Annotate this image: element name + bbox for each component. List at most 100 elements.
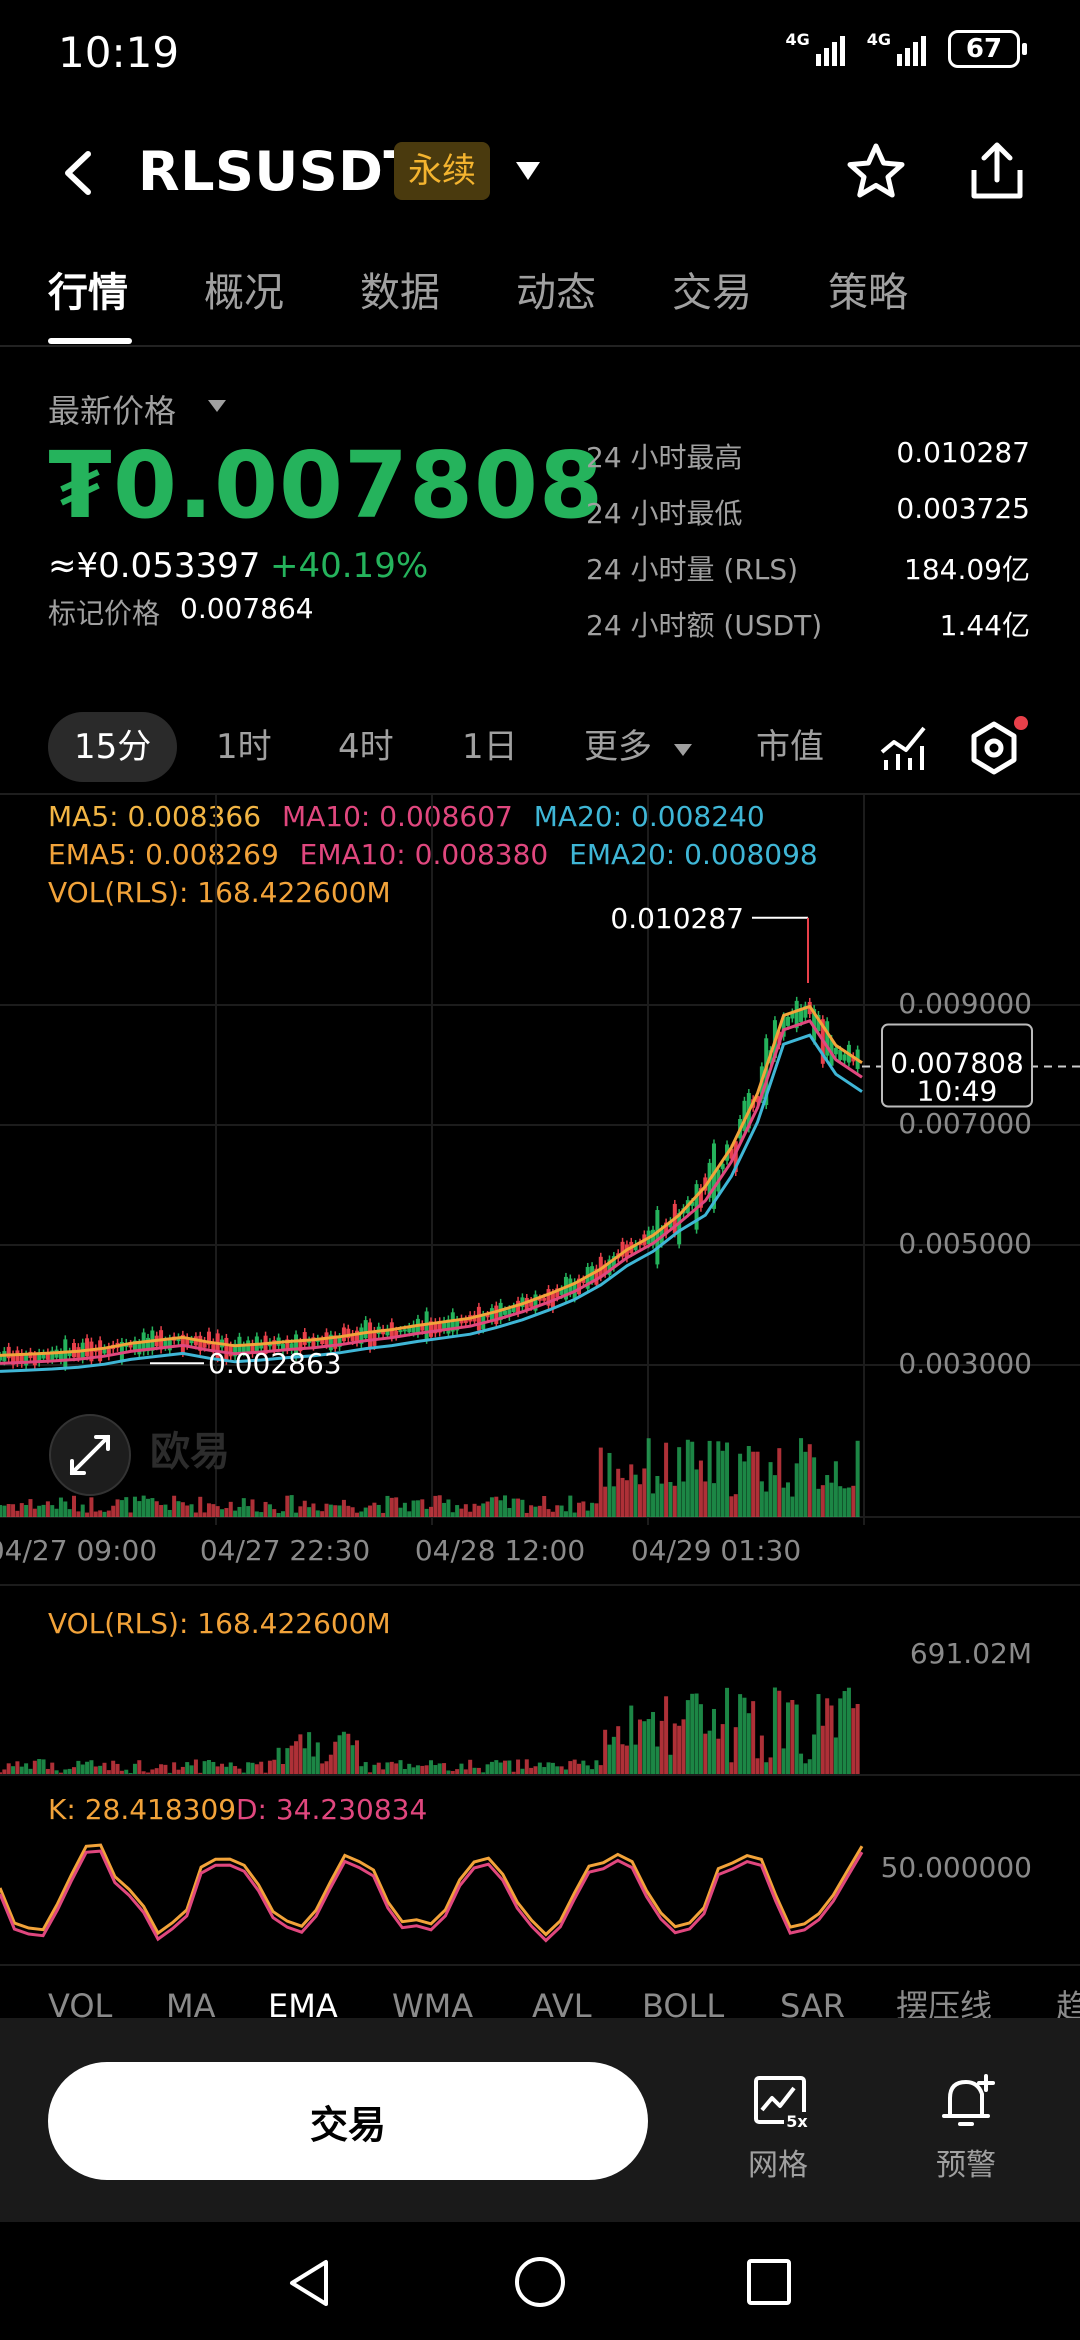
vol-panel-bar xyxy=(254,1764,259,1775)
vol-panel-bar xyxy=(298,1734,303,1775)
volume-bar xyxy=(276,1512,281,1517)
volume-bar xyxy=(829,1482,834,1517)
indicator-tab[interactable]: BOLL xyxy=(642,1987,724,2020)
trade-button[interactable]: 交易 xyxy=(48,2062,648,2180)
volume-bar xyxy=(494,1496,499,1517)
vol-panel-bar xyxy=(154,1768,159,1775)
back-arrow-icon[interactable] xyxy=(58,148,98,198)
nav-recent-icon[interactable] xyxy=(744,2256,794,2308)
candle-body xyxy=(442,1320,447,1330)
nav-back-icon[interactable] xyxy=(284,2256,334,2310)
volume-bar xyxy=(463,1504,468,1517)
chevron-down-icon[interactable] xyxy=(512,158,544,184)
candle-body xyxy=(799,1008,804,1023)
indicator-icon[interactable] xyxy=(878,722,930,774)
indicator-tab[interactable]: AVL xyxy=(532,1987,592,2020)
vol-panel-bar xyxy=(137,1760,142,1775)
grid-label[interactable]: 网格 xyxy=(748,2148,808,2183)
grid-bot-icon[interactable]: 5x xyxy=(752,2074,810,2130)
tab-strategy[interactable]: 策略 xyxy=(828,270,908,316)
vol-panel-bar xyxy=(594,1760,599,1775)
vol-panel-bar xyxy=(642,1721,647,1775)
candle-body xyxy=(67,1351,72,1357)
volume-bar xyxy=(294,1512,299,1517)
ema20-value: EMA20: 0.008098 xyxy=(569,838,818,871)
tab-overview[interactable]: 概况 xyxy=(204,270,284,316)
tab-market[interactable]: 行情 xyxy=(48,270,128,316)
vol-panel-bar xyxy=(759,1735,764,1775)
interval-more[interactable]: 更多 xyxy=(584,727,652,767)
candle-body xyxy=(0,1355,2,1361)
bell-plus-icon[interactable] xyxy=(938,2072,996,2130)
vol-panel-bar xyxy=(629,1705,634,1775)
candle-body xyxy=(128,1344,133,1348)
volume-bar xyxy=(106,1510,111,1517)
volume-bar xyxy=(372,1502,377,1517)
vol-panel-bar xyxy=(529,1767,534,1775)
interval-bar: 15分 1时 4时 1日 更多 市值 xyxy=(0,712,1080,782)
vol-panel-bar xyxy=(624,1745,629,1775)
ma20-value: MA20: 0.008240 xyxy=(533,800,765,833)
latest-price-label[interactable]: 最新价格 xyxy=(48,392,177,430)
candle-body xyxy=(198,1335,203,1351)
interval-1h[interactable]: 1时 xyxy=(216,727,272,767)
candle-body xyxy=(437,1321,442,1333)
settings-icon[interactable] xyxy=(968,720,1020,776)
vol-panel-bar xyxy=(751,1701,756,1775)
indicator-tab[interactable]: VOL xyxy=(48,1987,113,2020)
volume-bar xyxy=(45,1501,50,1517)
chevron-down-icon[interactable] xyxy=(206,398,228,414)
candle-body xyxy=(516,1300,521,1314)
tab-trade[interactable]: 交易 xyxy=(672,270,752,316)
vol-panel-bar xyxy=(250,1762,255,1775)
tab-news[interactable]: 动态 xyxy=(516,270,596,316)
candle-body xyxy=(320,1339,325,1345)
volume-bar xyxy=(677,1447,682,1517)
volume-bar xyxy=(738,1453,743,1517)
vol-panel-bar xyxy=(424,1765,429,1775)
vol-panel-bar xyxy=(842,1691,847,1775)
candle-body xyxy=(119,1341,124,1361)
vol-panel-bar xyxy=(6,1763,11,1775)
volume-bar xyxy=(6,1504,11,1517)
tab-data[interactable]: 数据 xyxy=(360,270,440,316)
candle-body xyxy=(41,1353,46,1359)
market-cap-toggle[interactable]: 市值 xyxy=(756,727,824,767)
nav-home-icon[interactable] xyxy=(512,2254,568,2310)
volume-bar xyxy=(651,1493,656,1517)
candle-body xyxy=(37,1352,42,1363)
candle-body xyxy=(19,1353,24,1364)
indicator-tab[interactable]: 趋 xyxy=(1056,1987,1080,2020)
star-icon[interactable] xyxy=(846,142,906,202)
volume-bar xyxy=(215,1506,220,1517)
candle-body xyxy=(433,1322,438,1334)
vol-panel-bar xyxy=(389,1761,394,1775)
volume-bar xyxy=(690,1441,695,1517)
indicator-tab[interactable]: SAR xyxy=(780,1987,845,2020)
interval-4h[interactable]: 4时 xyxy=(338,727,394,767)
volume-bar xyxy=(516,1498,521,1517)
indicator-tab[interactable]: WMA xyxy=(392,1987,473,2020)
volume-bar xyxy=(85,1512,90,1517)
share-icon[interactable] xyxy=(966,140,1028,202)
candle-body xyxy=(132,1340,137,1351)
ema10-value: EMA10: 0.008380 xyxy=(299,838,549,871)
candle-body xyxy=(228,1345,233,1357)
vol-panel-bar xyxy=(132,1763,137,1775)
indicator-tab[interactable]: 摆压线 xyxy=(896,1987,992,2020)
candle-body xyxy=(790,1012,795,1019)
interval-15m[interactable]: 15分 xyxy=(48,712,178,782)
alert-label[interactable]: 预警 xyxy=(936,2148,996,2183)
indicator-tab[interactable]: EMA xyxy=(268,1987,338,2020)
chevron-down-icon[interactable] xyxy=(672,742,694,758)
vol-panel-bar xyxy=(799,1753,804,1775)
kdj-level-label: 50.000000 xyxy=(881,1851,1032,1884)
vol-panel-bar xyxy=(472,1767,477,1775)
price-chart[interactable]: 0.009000 0.007000 0.005000 0.003000 04/27 09… xyxy=(0,795,1080,2020)
interval-1d[interactable]: 1日 xyxy=(462,727,518,767)
pair-title[interactable]: RLSUSDT xyxy=(138,140,421,203)
volume-bar xyxy=(568,1495,573,1517)
indicator-tab[interactable]: MA xyxy=(166,1987,216,2020)
volume-bar xyxy=(128,1512,133,1517)
volume-bar xyxy=(768,1462,773,1517)
